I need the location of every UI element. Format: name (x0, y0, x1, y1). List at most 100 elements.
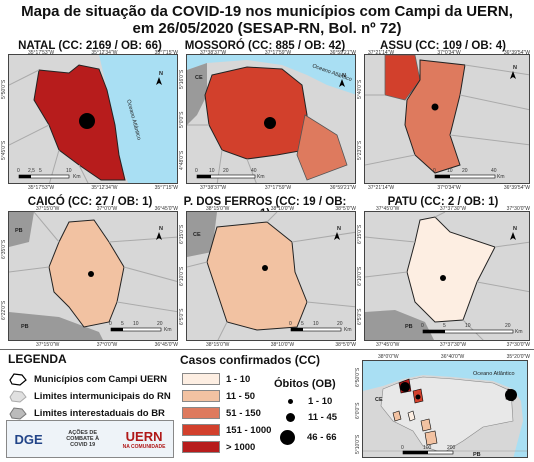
coords-top-caico: 37°15'0"W 37°0'0"W 36°45'0"W (36, 206, 178, 212)
svg-text:10: 10 (465, 323, 471, 329)
coords-bottom-assu: 37°21'14"W 37°0'34"W 36°39'54"W (368, 185, 530, 191)
svg-text:Km: Km (515, 329, 523, 335)
svg-text:10: 10 (447, 168, 453, 174)
acoes-logo: AÇÕES DE COMBATE À COVID 19 (66, 429, 100, 449)
title-line-2: em 26/05/2020 (SESAP-RN, Bol. nº 72) (132, 20, 402, 37)
deaths-class-1: 1 - 10 (283, 396, 332, 407)
svg-text:10: 10 (133, 321, 139, 327)
svg-text:10: 10 (209, 168, 215, 174)
coords-bottom-caico: 37°15'0"W 37°0'0"W 36°45'0"W (36, 342, 178, 348)
svg-text:0: 0 (401, 445, 404, 451)
state-label-pb-2: PB (21, 324, 29, 330)
legend-title: LEGENDA (8, 352, 67, 366)
coords-top-mossoro: 37°38'37"W 37°17'59"W 36°59'21"W (200, 50, 356, 56)
deaths-class-3: 46 - 66 (280, 430, 337, 445)
svg-text:N: N (513, 65, 517, 71)
legend-item-interstate: Limites interestaduais do BR (8, 406, 165, 420)
cases-swatch-1 (182, 373, 220, 385)
deaths-legend-title: Óbitos (OB) (274, 378, 336, 390)
overview-map: Oceano Atlântico CE PB 0 100 200 (362, 360, 528, 458)
map-panel-patu: PB N 0 5 10 20 Km (364, 211, 530, 341)
svg-text:Km: Km (497, 174, 505, 180)
svg-text:2,5: 2,5 (28, 168, 35, 174)
svg-text:10: 10 (313, 321, 319, 327)
dge-logo: DGE (14, 431, 43, 447)
coords-left-natal: 5°45'0"S 5°50'0"S (1, 80, 7, 160)
svg-text:Km: Km (257, 174, 265, 180)
coords-top-assu: 37°21'14"W 37°0'34"W 36°39'54"W (368, 50, 530, 56)
north-arrow-icon (156, 232, 162, 240)
coords-bottom-pdosferros: 38°15'0"W 38°10'0"W 38°5'0"W (206, 342, 356, 348)
overview-coords-top: 38°0'0"W 36°40'0"W 35°20'0"W (378, 354, 530, 360)
svg-text:N: N (342, 73, 346, 79)
cases-class-4: 151 - 1000 (182, 424, 271, 436)
north-arrow-icon (339, 79, 345, 87)
svg-text:40: 40 (491, 168, 497, 174)
coords-left-caico: 6°22'0"S 6°35'0"S (1, 240, 7, 320)
coords-top-patu: 37°45'0"W 37°37'30"W 37°30'0"W (376, 206, 530, 212)
svg-text:200: 200 (447, 445, 456, 451)
coords-top-pdosferros: 38°15'0"W 38°10'0"W 38°5'0"W (206, 206, 356, 212)
coords-bottom-natal: 35°17'53"W 35°12'34"W 35°7'15"W (28, 185, 178, 191)
map-panel-pdosferros: CE N 0 5 10 20 Km (186, 211, 356, 341)
legend-divider (0, 349, 534, 350)
north-arrow-icon (334, 232, 340, 240)
legend-item-campi: Municípios com Campi UERN (8, 372, 167, 386)
map-panel-assu: N 0 10 20 40 Km (364, 54, 530, 184)
panel-title-mossoro: MOSSORÓ (CC: 885 / OB: 42) (184, 40, 346, 52)
svg-text:5: 5 (301, 321, 304, 327)
svg-text:N: N (159, 226, 163, 232)
svg-text:0: 0 (17, 168, 20, 174)
svg-text:0: 0 (421, 323, 424, 329)
intermunicipal-boundary-icon (9, 390, 27, 403)
svg-text:100: 100 (423, 445, 432, 451)
svg-text:20: 20 (337, 321, 343, 327)
cases-swatch-3 (182, 407, 220, 419)
svg-text:0: 0 (195, 168, 198, 174)
svg-text:Km: Km (73, 174, 81, 180)
svg-text:20: 20 (462, 168, 468, 174)
panel-title-assu: ASSU (CC: 109 / OB: 4) (380, 40, 506, 52)
north-arrow-icon (156, 77, 162, 85)
cases-swatch-5 (182, 441, 220, 453)
panel-title-caico: CAICÓ (CC: 27 / OB: 1) (27, 196, 153, 208)
coords-bottom-mossoro: 37°38'37"W 37°17'59"W 36°59'21"W (200, 185, 356, 191)
svg-text:20: 20 (157, 321, 163, 327)
coords-top-natal: 35°17'53"W 35°12'34"W 35°7'15"W (28, 50, 178, 56)
map-panel-natal: Oceano Atlântico N 0 2,5 5 10 Km (8, 54, 178, 184)
coords-left-pdosferros: 6°5'0"S 6°10'0"S 6°15'0"S (179, 225, 185, 325)
svg-text:20: 20 (223, 168, 229, 174)
svg-text:0: 0 (289, 321, 292, 327)
uern-logo: UERN NA COMUNIDADE (122, 428, 166, 450)
logos-strip: DGE AÇÕES DE COMBATE À COVID 19 UERN NA … (6, 420, 174, 458)
svg-text:N: N (337, 226, 341, 232)
svg-text:0: 0 (433, 168, 436, 174)
state-label-pb: PB (15, 228, 23, 234)
north-arrow: N (159, 71, 163, 77)
panel-title-natal: NATAL (CC: 2169 / OB: 66) (18, 40, 162, 52)
coords-left-assu: 5°23'0"S 5°40'0"S (357, 80, 363, 160)
cases-class-1: 1 - 10 (182, 373, 250, 385)
deaths-class-2: 11 - 45 (283, 412, 337, 423)
coords-left-mossoro: 4°48'0"S 5°0'0"S 5°16'0"S (179, 70, 185, 170)
svg-text:5: 5 (443, 323, 446, 329)
cases-legend-title: Casos confirmados (CC) (180, 353, 321, 367)
overview-water-label: Oceano Atlântico (473, 371, 515, 377)
cases-class-3: 51 - 150 (182, 407, 261, 419)
svg-text:20: 20 (505, 323, 511, 329)
svg-text:N: N (513, 226, 517, 232)
svg-text:5: 5 (39, 168, 42, 174)
interstate-boundary-icon (9, 407, 27, 420)
north-arrow-icon (510, 71, 516, 79)
cases-swatch-2 (182, 390, 220, 402)
overview-state-pb: PB (473, 452, 481, 458)
svg-text:10: 10 (66, 168, 72, 174)
state-label-ce: CE (193, 232, 201, 238)
panel-title-patu: PATU (CC: 2 / OB: 1) (387, 196, 499, 208)
title-line-1: Mapa de situação da COVID-19 nos municíp… (21, 3, 513, 20)
svg-text:0: 0 (109, 321, 112, 327)
cases-class-5: > 1000 (182, 441, 255, 453)
svg-text:Km: Km (164, 327, 172, 333)
state-label-pb: PB (405, 324, 413, 330)
